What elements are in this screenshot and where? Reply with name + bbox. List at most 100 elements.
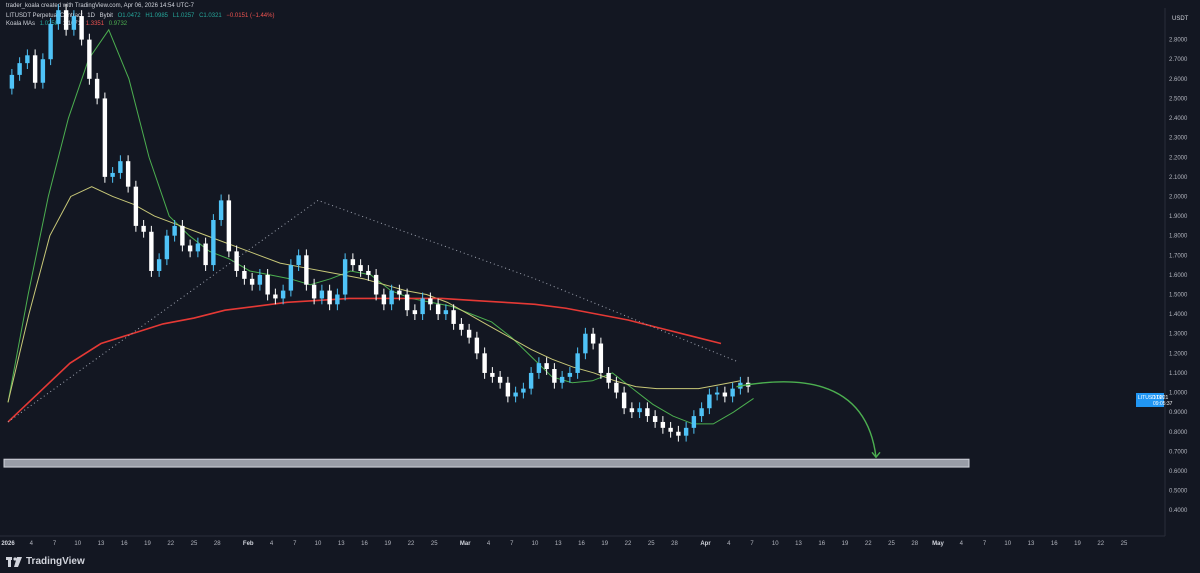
- candle-body: [466, 329, 472, 338]
- candle-body: [195, 243, 201, 252]
- x-tick-label: 10: [1004, 541, 1011, 547]
- x-tick-label: 28: [671, 541, 678, 547]
- candle-body: [327, 290, 332, 305]
- candle-body: [637, 408, 642, 413]
- x-tick-label: 25: [888, 541, 895, 547]
- candle: [249, 272, 255, 291]
- candle: [567, 367, 573, 383]
- candle: [234, 245, 239, 277]
- x-tick-label: 13: [1028, 541, 1035, 547]
- x-tick-label: 22: [167, 541, 174, 547]
- y-tick-label: 2.6000: [1169, 77, 1188, 83]
- candle-body: [381, 294, 387, 305]
- candle-body: [94, 78, 100, 99]
- candle-body: [435, 304, 441, 315]
- candle-body: [629, 408, 635, 413]
- candle: [164, 229, 170, 266]
- candle: [381, 288, 387, 311]
- candle: [242, 265, 247, 285]
- candle-body: [714, 392, 720, 395]
- last-price-tag-price: 1.0321: [1153, 395, 1169, 401]
- x-tick-label: 16: [578, 541, 585, 547]
- candle-body: [149, 231, 154, 271]
- tradingview-brand[interactable]: TradingView: [6, 556, 85, 567]
- candle-body: [474, 337, 480, 354]
- candle: [32, 49, 38, 89]
- candle-body: [668, 427, 673, 432]
- candle: [598, 337, 604, 379]
- candle: [645, 402, 650, 422]
- candle: [110, 167, 115, 183]
- x-tick-label: Feb: [243, 541, 254, 547]
- candle-body: [234, 251, 239, 271]
- candle-body: [730, 388, 735, 397]
- candle: [25, 49, 30, 70]
- x-tick-label: Apr: [700, 541, 711, 547]
- candle-body: [79, 16, 84, 40]
- candle-body: [397, 290, 402, 295]
- support-zone: [3, 458, 970, 468]
- x-tick-label: 16: [361, 541, 368, 547]
- projection-arrow: [736, 381, 877, 458]
- x-tick-label: 25: [648, 541, 655, 547]
- candle-body: [505, 382, 511, 397]
- candle-body: [652, 416, 658, 422]
- candle: [373, 269, 379, 301]
- x-tick-label: 22: [865, 541, 872, 547]
- candle: [118, 155, 123, 179]
- candle: [590, 327, 596, 350]
- x-tick-label: 10: [74, 541, 81, 547]
- candle: [443, 304, 449, 320]
- y-tick-label: 2.8000: [1169, 38, 1188, 44]
- candle-body: [614, 382, 619, 393]
- candle-body: [319, 290, 325, 299]
- candle: [397, 284, 402, 301]
- candle-body: [621, 392, 627, 409]
- candle-body: [412, 310, 418, 315]
- candle: [722, 386, 728, 403]
- candle-body: [110, 172, 115, 177]
- x-tick-label: 19: [1074, 541, 1081, 547]
- x-tick-label: 4: [727, 541, 731, 547]
- candle-body: [567, 372, 573, 377]
- candle: [288, 259, 294, 297]
- candle-body: [311, 284, 317, 299]
- candle: [358, 259, 363, 277]
- candle-body: [683, 427, 689, 436]
- ohlc-high: H1.0985: [145, 13, 169, 19]
- y-tick-label: 1.8000: [1169, 234, 1188, 240]
- indicator-name[interactable]: Koala MAs: [6, 21, 36, 27]
- price-scale[interactable]: 2.8000 2.7000 2.6000 2.5000 2.4000 2.3000 2.20…: [1169, 38, 1188, 515]
- y-tick-label: 1.6000: [1169, 273, 1188, 279]
- candle: [102, 92, 108, 183]
- candle: [459, 318, 464, 336]
- y-tick-label: 0.4000: [1169, 508, 1188, 514]
- x-tick-label: 19: [144, 541, 151, 547]
- candle-body: [211, 220, 216, 266]
- y-tick-label: 2.0000: [1169, 194, 1188, 200]
- candle-body: [420, 298, 425, 315]
- candle: [497, 370, 503, 389]
- x-tick-label: 16: [818, 541, 825, 547]
- candle-body: [575, 353, 580, 373]
- candle: [730, 382, 735, 403]
- candle: [187, 239, 193, 258]
- candle: [575, 347, 580, 379]
- y-tick-label: 1.1000: [1169, 371, 1188, 377]
- x-tick-label: 19: [384, 541, 391, 547]
- candle-body: [218, 200, 224, 220]
- candle-body: [676, 431, 681, 436]
- candle: [218, 194, 224, 226]
- indicator-value-3: 1.3351: [85, 21, 105, 27]
- candle: [311, 278, 317, 305]
- time-scale[interactable]: 2026 4 7 10 13 16 19 22 25 28 Feb 4 7 10 13 16 19 22 25 Mar…: [1, 541, 1128, 547]
- candle-body: [63, 10, 69, 30]
- symbol-name[interactable]: LITUSDT Perpetual Contract: [6, 13, 83, 19]
- chart-caption: trader_koala created with TradingView.co…: [6, 3, 194, 9]
- ohlc-low: L1.0257: [172, 13, 195, 19]
- candle: [79, 10, 84, 46]
- candle-body: [707, 394, 712, 409]
- candle-body: [118, 161, 123, 173]
- x-tick-label: 19: [842, 541, 849, 547]
